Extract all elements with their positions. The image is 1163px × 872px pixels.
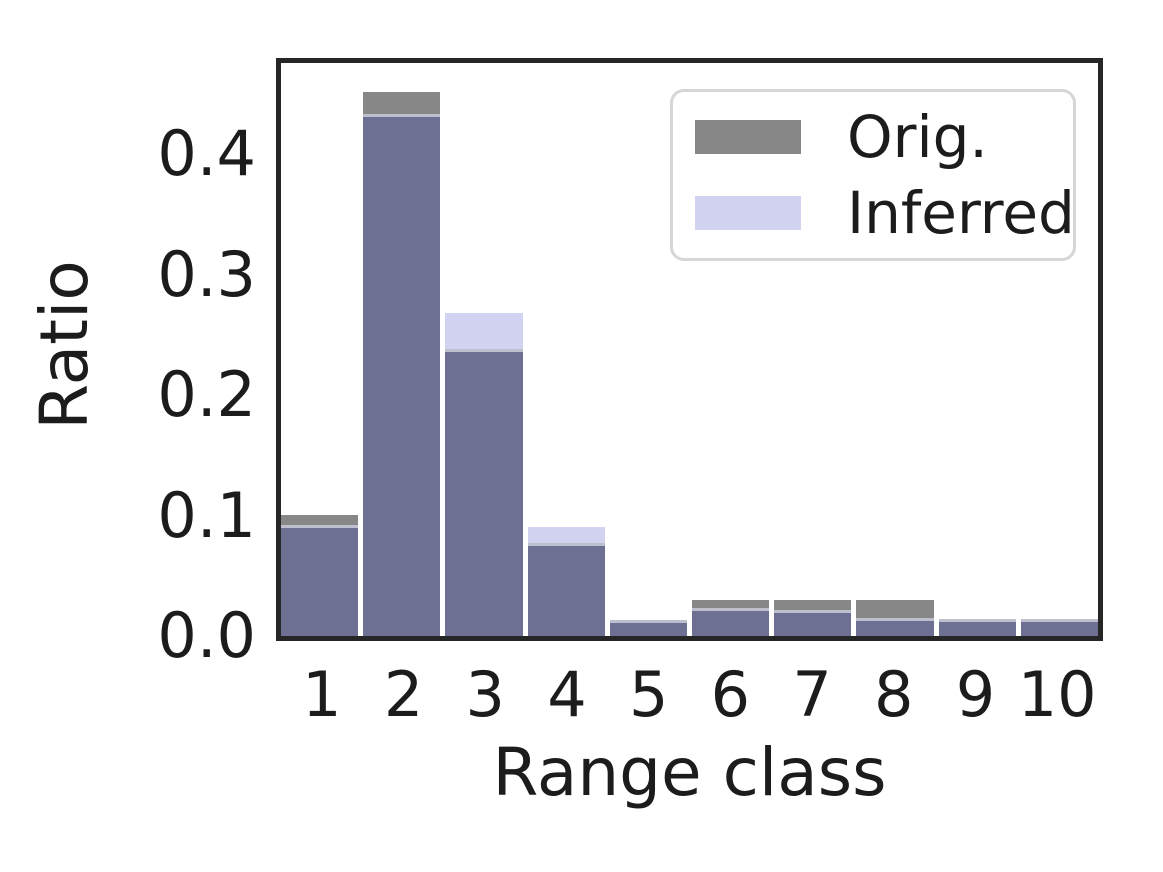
legend-swatch-orig <box>695 120 801 154</box>
y-tick-label: 0.1 <box>157 479 256 552</box>
legend-label-inferred: Inferred <box>847 179 1075 247</box>
legend-swatch-inferred <box>695 196 801 230</box>
y-tick-label: 0.2 <box>157 358 256 431</box>
bar-group-1 <box>281 63 361 636</box>
x-tick-label: 4 <box>547 658 587 731</box>
legend-item-inferred: Inferred <box>695 179 1075 247</box>
y-tick-label: 0.0 <box>157 599 256 672</box>
bar-cap-inferred <box>445 313 523 349</box>
x-tick-label: 10 <box>1017 658 1097 731</box>
bar-base-overlap <box>938 619 1016 636</box>
bar-base-overlap <box>774 610 852 636</box>
bars-container <box>281 63 1099 636</box>
bar-cap-orig <box>856 600 934 618</box>
bar-base-overlap <box>692 608 770 636</box>
bar-cap-orig <box>363 92 441 114</box>
x-tick-labels: 1 2 3 4 5 6 7 8 9 10 <box>281 662 1098 728</box>
x-tick-label: 2 <box>383 658 424 731</box>
legend-label-orig: Orig. <box>847 103 988 171</box>
bar-cap-orig <box>281 515 359 525</box>
bar-group-3 <box>443 63 525 636</box>
bar-group-8 <box>854 63 936 636</box>
bar-group-4 <box>525 63 607 636</box>
bar-group-5 <box>607 63 689 636</box>
bar-group-7 <box>772 63 854 636</box>
x-tick-label: 9 <box>955 658 996 731</box>
x-tick-label: 1 <box>302 658 342 731</box>
bar-group-6 <box>690 63 772 636</box>
bar-base-overlap <box>527 543 605 636</box>
x-tick-label: 5 <box>628 658 669 731</box>
x-axis-label: Range class <box>492 734 887 811</box>
legend: Orig. Inferred <box>670 89 1076 261</box>
bar-base-overlap <box>856 618 934 636</box>
x-tick-label: 8 <box>874 658 914 731</box>
bar-base-overlap <box>363 114 441 636</box>
bar-base-overlap <box>445 349 523 636</box>
bar-base-overlap <box>609 620 688 636</box>
bar-group-9 <box>936 63 1018 636</box>
bar-group-10 <box>1018 63 1099 636</box>
bar-cap-orig <box>774 600 852 610</box>
y-tick-label: 0.3 <box>157 238 256 311</box>
x-tick-label: 6 <box>710 658 751 731</box>
y-tick-label: 0.4 <box>157 117 256 190</box>
x-tick-label: 7 <box>792 658 832 731</box>
bar-cap-inferred <box>527 527 605 543</box>
legend-item-orig: Orig. <box>695 104 1073 170</box>
x-tick-label: 3 <box>465 658 505 731</box>
bar-base-overlap <box>1020 619 1099 636</box>
bar-cap-orig <box>692 600 770 608</box>
bar-group-2 <box>361 63 443 636</box>
bar-base-overlap <box>281 525 359 636</box>
